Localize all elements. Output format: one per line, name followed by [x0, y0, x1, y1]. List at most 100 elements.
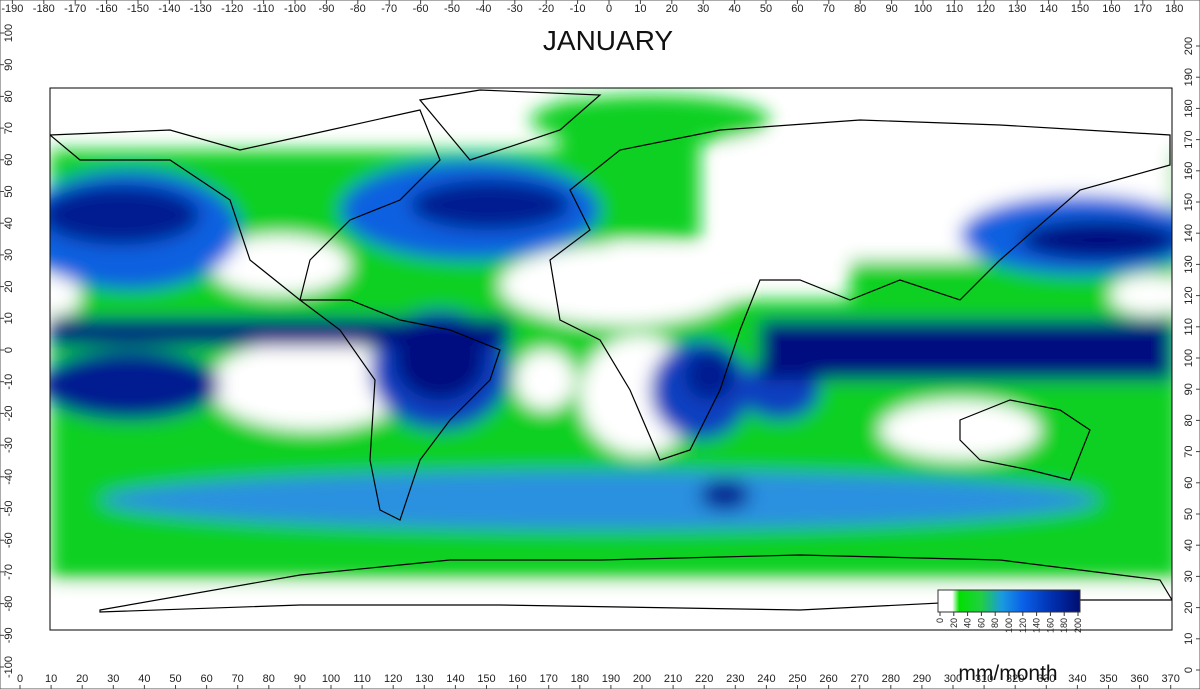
- precipitation-field: [50, 89, 1172, 630]
- colorbar-tick-label: 180: [1059, 618, 1069, 633]
- left-tick-label: 50: [3, 185, 15, 197]
- bottom-tick-label: 0: [17, 673, 23, 685]
- right-tick-label: 80: [1183, 414, 1195, 426]
- bottom-tick-label: 140: [446, 673, 464, 685]
- left-tick-label: 10: [3, 312, 15, 324]
- top-tick-label: -170: [64, 3, 86, 15]
- bottom-tick-label: 60: [200, 673, 212, 685]
- colorbar-unit: mm/month: [958, 662, 1057, 685]
- left-tick-label: 40: [3, 217, 15, 229]
- right-tick-label: 50: [1183, 508, 1195, 520]
- left-tick-label: 70: [3, 122, 15, 134]
- top-tick-label: -70: [381, 3, 397, 15]
- right-tick-label: 0: [1183, 667, 1195, 673]
- left-tick-label: 30: [3, 249, 15, 261]
- top-tick-label: 80: [854, 3, 866, 15]
- bottom-tick-label: 250: [788, 673, 806, 685]
- top-tick-label: -10: [570, 3, 586, 15]
- left-tick-label: 80: [3, 90, 15, 102]
- top-tick-label: -110: [253, 3, 274, 15]
- colorbar-tick-label: 160: [1045, 618, 1055, 633]
- colorbar-tick-label: 200: [1073, 618, 1083, 633]
- top-tick-label: 160: [1102, 3, 1120, 15]
- bottom-tick-label: 360: [1130, 673, 1148, 685]
- top-tick-label: -30: [507, 3, 523, 15]
- bottom-tick-label: 350: [1099, 673, 1117, 685]
- left-tick-label: -100: [3, 656, 15, 678]
- top-tick-label: 180: [1165, 3, 1183, 15]
- map-title: JANUARY: [543, 25, 674, 56]
- top-tick-label: 20: [666, 3, 678, 15]
- bottom-tick-label: 150: [477, 673, 495, 685]
- right-tick-label: 180: [1183, 99, 1195, 117]
- top-tick-label: 40: [728, 3, 740, 15]
- top-tick-label: 150: [1071, 3, 1089, 15]
- top-tick-label: -150: [127, 3, 149, 15]
- bottom-tick-label: 240: [757, 673, 775, 685]
- top-tick-label: -140: [158, 3, 180, 15]
- bottom-tick-label: 370: [1162, 673, 1180, 685]
- top-tick-label: 110: [946, 3, 964, 15]
- right-tick-label: 150: [1183, 193, 1195, 211]
- top-tick-label: -50: [444, 3, 460, 15]
- bottom-tick-label: 210: [664, 673, 682, 685]
- right-tick-label: 200: [1183, 37, 1195, 55]
- bottom-tick-label: 290: [913, 673, 931, 685]
- bottom-tick-label: 320: [1006, 673, 1024, 685]
- bottom-tick-label: 130: [415, 673, 433, 685]
- left-tick-label: -20: [3, 405, 15, 421]
- bottom-tick-label: 50: [169, 673, 181, 685]
- left-tick-label: 0: [3, 347, 15, 353]
- bottom-tick-label: 180: [571, 673, 589, 685]
- colorbar-tick-label: 20: [949, 618, 959, 628]
- top-tick-label: -90: [318, 3, 334, 15]
- bottom-tick-label: 220: [695, 673, 713, 685]
- right-tick-label: 40: [1183, 539, 1195, 551]
- top-tick-label: 90: [885, 3, 897, 15]
- top-tick-label: 0: [606, 3, 612, 15]
- right-tick-label: 20: [1183, 601, 1195, 613]
- left-tick-label: -90: [3, 627, 15, 643]
- right-tick-label: 190: [1183, 68, 1195, 86]
- bottom-tick-label: 330: [1037, 673, 1055, 685]
- bottom-tick-label: 230: [726, 673, 744, 685]
- left-tick-label: -70: [3, 564, 15, 580]
- right-tick-label: 170: [1183, 130, 1195, 148]
- colorbar-tick-label: 80: [990, 618, 1000, 628]
- left-tick-label: -60: [3, 532, 15, 548]
- top-tick-label: 60: [791, 3, 803, 15]
- right-tick-label: 90: [1183, 383, 1195, 395]
- bottom-tick-label: 80: [263, 673, 275, 685]
- colorbar-tick-label: 40: [963, 618, 973, 628]
- top-tick-label: 30: [697, 3, 709, 15]
- right-tick-label: 130: [1183, 255, 1195, 273]
- left-tick-label: -30: [3, 437, 15, 453]
- bottom-tick-label: 170: [540, 673, 558, 685]
- left-tick-label: -50: [3, 501, 15, 517]
- right-tick-label: 70: [1183, 445, 1195, 457]
- top-tick-label: -130: [190, 3, 212, 15]
- bottom-tick-label: 260: [819, 673, 837, 685]
- top-tick-label: -100: [284, 3, 306, 15]
- bottom-tick-label: 110: [353, 673, 371, 685]
- left-tick-label: 60: [3, 154, 15, 166]
- right-tick-label: 30: [1183, 570, 1195, 582]
- colorbar-tick-label: 140: [1032, 618, 1042, 633]
- bottom-tick-label: 190: [602, 673, 620, 685]
- top-tick-label: 100: [914, 3, 932, 15]
- top-tick-label: -120: [221, 3, 243, 15]
- bottom-tick-label: 70: [232, 673, 244, 685]
- top-tick-label: 140: [1039, 3, 1057, 15]
- top-tick-label: -80: [350, 3, 366, 15]
- top-tick-label: 10: [634, 3, 646, 15]
- right-tick-label: 120: [1183, 286, 1195, 304]
- colorbar-tick-label: 100: [1004, 618, 1014, 633]
- top-tick-label: -60: [413, 3, 429, 15]
- bottom-tick-label: 340: [1068, 673, 1086, 685]
- left-tick-label: 100: [3, 24, 15, 42]
- bottom-tick-label: 100: [322, 673, 340, 685]
- left-tick-label: -10: [3, 374, 15, 390]
- right-tick-label: 10: [1183, 633, 1195, 645]
- bottom-tick-label: 310: [975, 673, 993, 685]
